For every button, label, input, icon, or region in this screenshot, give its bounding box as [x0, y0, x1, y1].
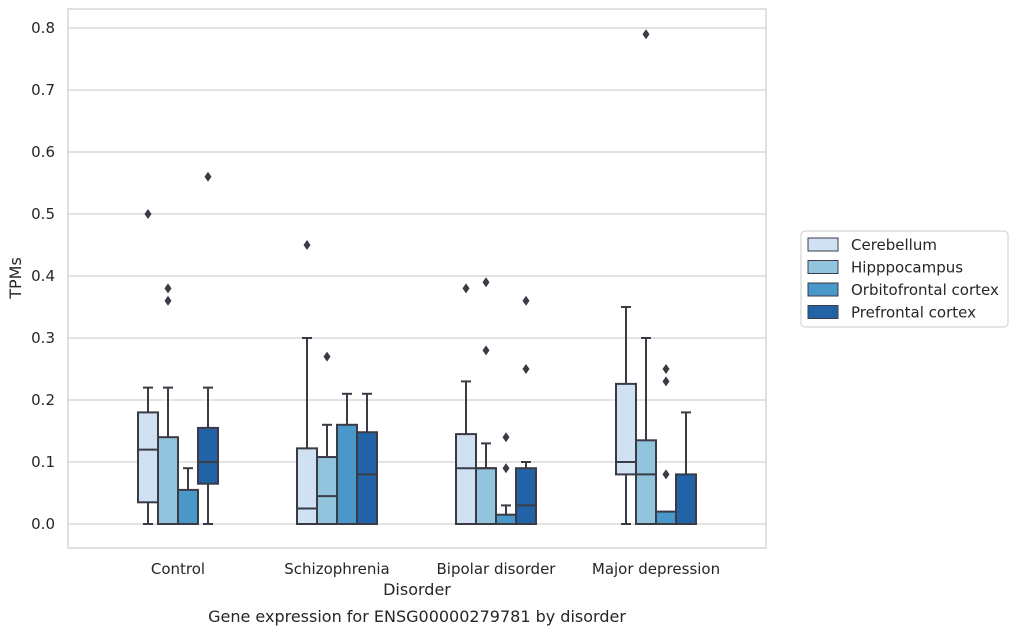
- box-orbitofrontal-cortex-1: [336, 392, 358, 525]
- box-orbitofrontal-cortex-0: [177, 467, 199, 525]
- outlier-point: [482, 277, 490, 288]
- x-tick-label: Bipolar disorder: [437, 560, 557, 578]
- box-body: [675, 473, 697, 525]
- outlier-point: [522, 364, 530, 374]
- grid-lines: [68, 27, 766, 525]
- legend-swatch: [807, 260, 839, 274]
- box-orbitofrontal-cortex-2: [495, 432, 517, 526]
- outlier-point: [323, 351, 331, 362]
- box-body: [615, 382, 637, 476]
- legend: Cerebellum Hipppocampus Orbitofrontal cort…: [800, 230, 1009, 328]
- outlier-point: [164, 283, 172, 294]
- box-body: [336, 423, 358, 525]
- box-prefrontal-cortex-2: [515, 295, 537, 526]
- outlier-point: [462, 283, 470, 294]
- legend-label: Orbitofrontal cortex: [851, 281, 999, 299]
- box-body: [475, 467, 497, 526]
- legend-frame: [800, 230, 1009, 328]
- outlier-point: [144, 209, 152, 219]
- legend-label: Hipppocampus: [851, 259, 963, 277]
- outlier-point: [662, 376, 670, 387]
- box-body: [296, 447, 318, 525]
- box-body: [455, 433, 477, 526]
- y-tick-label: 0.6: [31, 143, 55, 161]
- y-axis-ticks: 0.0 0.1 0.2 0.3 0.4 0.5 0.6 0.7 0.8: [31, 19, 55, 533]
- legend-swatch: [807, 282, 839, 297]
- x-axis-label: Disorder: [383, 580, 451, 599]
- box-body: [197, 426, 219, 485]
- box-cerebellum-1: [296, 240, 318, 525]
- y-tick-label: 0.3: [31, 329, 55, 347]
- outlier-point: [204, 171, 212, 182]
- y-tick-label: 0.4: [31, 267, 55, 285]
- x-axis-ticks: Control Schizophrenia Bipolar disorder Majo…: [151, 560, 720, 578]
- outlier-point: [642, 29, 650, 40]
- outlier-point: [164, 295, 172, 306]
- box-hipppocampus-0: [157, 283, 179, 526]
- y-tick-label: 0.7: [31, 81, 55, 99]
- legend-swatch: [807, 237, 839, 252]
- outlier-point: [522, 295, 530, 306]
- outlier-point: [303, 240, 311, 250]
- outlier-point: [662, 469, 670, 480]
- box-cerebellum-0: [137, 209, 159, 525]
- box-hipppocampus-2: [475, 277, 497, 526]
- legend-label: Cerebellum: [851, 236, 937, 254]
- box-plot-marks: [137, 29, 697, 526]
- chart-caption: Gene expression for ENSG00000279781 by d…: [208, 607, 626, 626]
- box-hipppocampus-1: [316, 351, 338, 526]
- box-orbitofrontal-cortex-3: [655, 364, 677, 526]
- y-tick-label: 0.0: [31, 515, 55, 533]
- box-body: [655, 510, 677, 526]
- x-tick-label: Schizophrenia: [284, 560, 389, 578]
- box-body: [635, 439, 657, 525]
- plot-area-frame: [67, 8, 767, 549]
- box-cerebellum-2: [455, 283, 477, 526]
- outlier-point: [662, 364, 670, 374]
- box-hipppocampus-3: [635, 29, 657, 525]
- box-body: [157, 436, 179, 526]
- y-tick-label: 0.1: [31, 453, 55, 471]
- box-body: [316, 456, 338, 526]
- box-body: [177, 488, 199, 525]
- box-body: [356, 431, 378, 525]
- y-tick-label: 0.2: [31, 391, 55, 409]
- y-tick-label: 0.5: [31, 205, 55, 223]
- outlier-point: [502, 432, 510, 443]
- y-tick-label: 0.8: [31, 19, 55, 37]
- x-tick-label: Major depression: [592, 560, 720, 578]
- legend-label: Prefrontal cortex: [851, 304, 976, 322]
- box-cerebellum-3: [615, 306, 637, 525]
- box-prefrontal-cortex-0: [197, 171, 219, 525]
- box-body: [495, 513, 517, 526]
- box-prefrontal-cortex-1: [356, 392, 378, 525]
- box-prefrontal-cortex-3: [675, 411, 697, 525]
- box-body: [137, 411, 159, 504]
- outlier-point: [482, 345, 490, 356]
- outlier-point: [502, 463, 510, 474]
- box-body: [515, 467, 537, 526]
- y-axis-label: TPMs: [6, 257, 25, 300]
- legend-swatch: [807, 305, 839, 319]
- x-tick-label: Control: [151, 560, 205, 578]
